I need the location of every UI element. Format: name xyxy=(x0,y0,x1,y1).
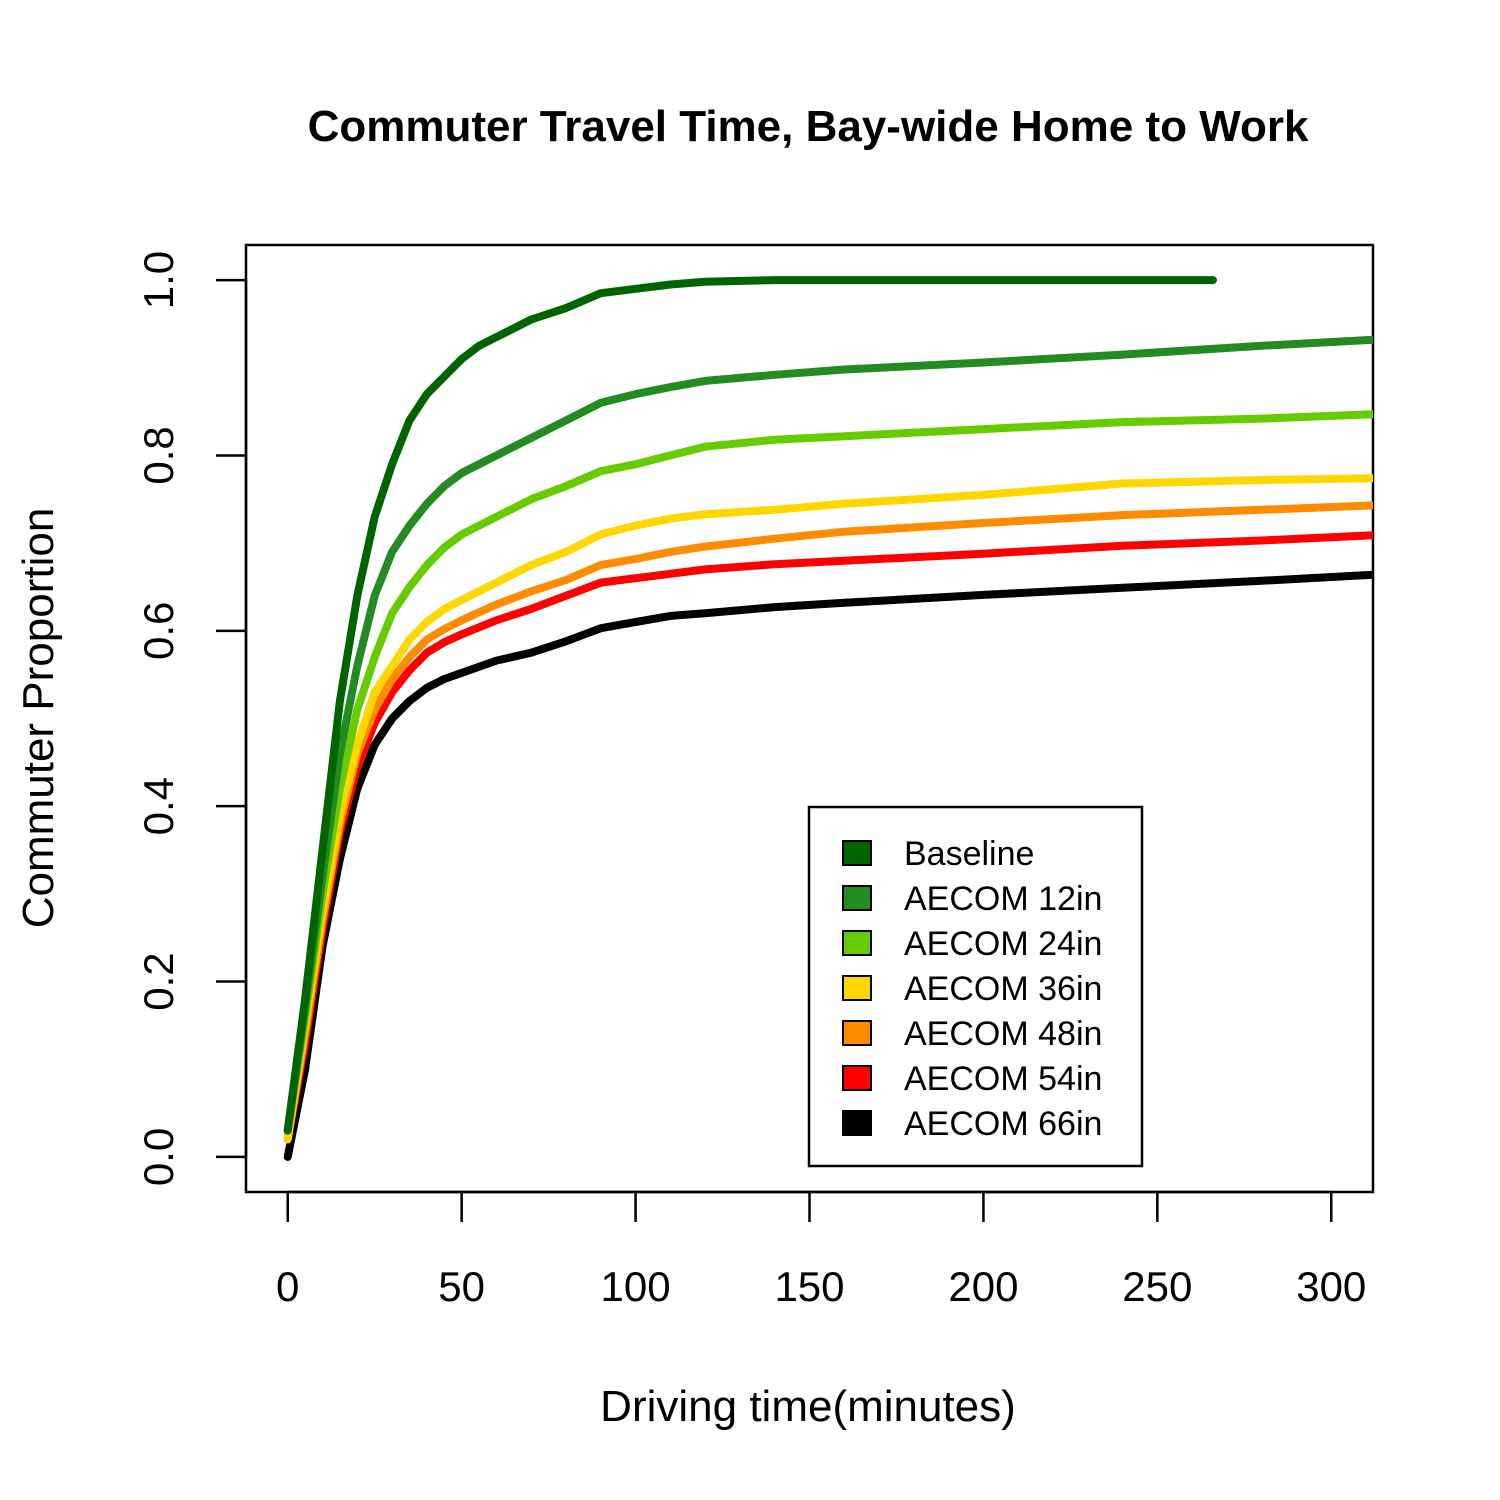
legend-swatch xyxy=(842,840,872,866)
x-axis-label: Driving time(minutes) xyxy=(600,1382,1016,1431)
series-line-baseline xyxy=(283,276,1217,1135)
legend-swatch xyxy=(842,1020,872,1046)
legend: Baseline AECOM 12in AECOM 24in AECOM 36in AE… xyxy=(807,805,1144,1168)
series-line-aecom-66in xyxy=(283,570,1373,1161)
x-tick-label: 50 xyxy=(438,1263,485,1310)
legend-label: AECOM 36in xyxy=(904,970,1102,1008)
y-tick-label: 0.0 xyxy=(135,1128,182,1186)
legend-label: AECOM 48in xyxy=(904,1015,1102,1053)
legend-swatch xyxy=(842,1110,872,1136)
y-tick-label: 0.4 xyxy=(135,777,182,835)
legend-label: AECOM 24in xyxy=(904,925,1102,963)
series-line-aecom-12in xyxy=(283,335,1373,1135)
y-axis-label: Commuter Proportion xyxy=(14,508,63,929)
series-line-aecom-36in xyxy=(283,474,1373,1144)
chart-title: Commuter Travel Time, Bay-wide Home to W… xyxy=(308,102,1309,151)
x-axis: 0 50 100 150 200 250 300 xyxy=(276,1190,1366,1310)
legend-label: AECOM 66in xyxy=(904,1105,1102,1143)
y-tick-label: 0.2 xyxy=(135,952,182,1010)
y-tick-label: 0.6 xyxy=(135,602,182,660)
legend-swatch xyxy=(842,885,872,911)
legend-label: AECOM 12in xyxy=(904,880,1102,918)
y-tick-label: 0.8 xyxy=(135,426,182,484)
series-layer xyxy=(283,276,1373,1161)
x-tick-label: 150 xyxy=(774,1263,844,1310)
y-axis: 0.0 0.2 0.4 0.6 0.8 1.0 xyxy=(135,251,248,1186)
x-tick-label: 250 xyxy=(1122,1263,1192,1310)
y-tick-label: 1.0 xyxy=(135,251,182,309)
series-line-aecom-24in xyxy=(283,410,1373,1135)
x-tick-label: 0 xyxy=(276,1263,299,1310)
x-tick-label: 300 xyxy=(1296,1263,1366,1310)
legend-swatch xyxy=(842,975,872,1001)
x-tick-label: 200 xyxy=(948,1263,1018,1310)
legend-swatch xyxy=(842,1065,872,1091)
legend-label: Baseline xyxy=(904,835,1034,873)
x-tick-label: 100 xyxy=(601,1263,671,1310)
legend-label: AECOM 54in xyxy=(904,1060,1102,1098)
legend-swatch xyxy=(842,930,872,956)
series-lines xyxy=(283,276,1373,1161)
